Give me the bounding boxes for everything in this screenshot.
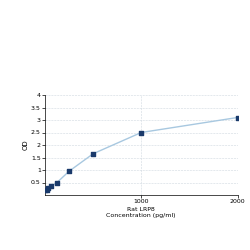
Point [139, 130, 143, 134]
Point [236, 116, 240, 119]
Y-axis label: OD: OD [22, 140, 28, 150]
Point [91, 152, 95, 156]
X-axis label: Rat LRP8
Concentration (pg/ml): Rat LRP8 Concentration (pg/ml) [106, 207, 176, 218]
Point [43, 188, 47, 192]
Point [46, 186, 50, 190]
Point [44, 188, 48, 192]
Point [67, 169, 71, 173]
Point [49, 184, 53, 188]
Point [55, 180, 59, 184]
